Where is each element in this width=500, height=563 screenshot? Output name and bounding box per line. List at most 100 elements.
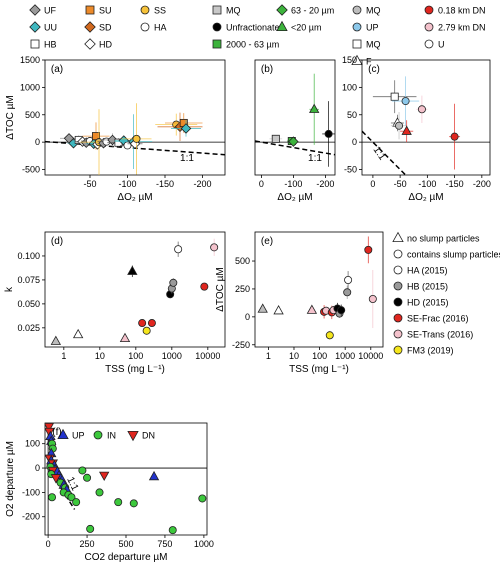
x-axis-label: ΔO₂ µM	[277, 192, 312, 203]
point-marker	[401, 97, 410, 106]
x-axis-label: CO2 departure µM	[84, 552, 167, 563]
one-to-one-label: 1:1	[180, 153, 194, 164]
chart-panel-b: 1:1 (b) 0 -100 -200 ΔO₂ µM	[254, 59, 336, 203]
legend-item: MQ	[212, 6, 241, 16]
x-tick-label: 10000	[195, 351, 220, 361]
legend-label: U	[438, 40, 445, 50]
y-tick-label: -500	[22, 165, 40, 175]
plot-area	[45, 103, 225, 175]
data-point	[67, 493, 76, 502]
legend-label: 2.79 km DN	[438, 23, 486, 33]
x-tick-label: 1000	[335, 351, 355, 361]
data-point	[95, 488, 104, 497]
legend-item: U	[424, 40, 445, 50]
data-point	[288, 136, 299, 147]
point-marker	[198, 494, 207, 503]
legend-item: HA (2015)	[393, 266, 448, 276]
y-tick-label: 50	[347, 110, 357, 120]
y-tick-label: -200	[22, 512, 40, 522]
x-tick-label: -200	[473, 179, 491, 189]
legend-item: 0.18 km DN	[424, 6, 486, 16]
legend-label: F	[366, 57, 372, 67]
point-marker	[168, 526, 177, 535]
point-marker	[450, 132, 459, 141]
point-marker	[390, 92, 399, 101]
x-tick-label: 1	[61, 351, 66, 361]
data-point	[138, 319, 147, 328]
data-point	[372, 80, 417, 114]
y-tick-label: 100	[342, 82, 357, 92]
point-marker	[174, 245, 183, 254]
plot-area	[257, 236, 377, 340]
legend-marker	[93, 430, 103, 440]
data-point	[148, 470, 160, 481]
legend-marker	[212, 22, 222, 32]
legend-marker	[84, 38, 96, 50]
plot-area	[362, 76, 490, 175]
point-marker	[257, 303, 268, 313]
panel-label: (c)	[368, 64, 380, 75]
legend-marker	[212, 39, 222, 49]
y-tick-label: 0	[35, 137, 40, 147]
data-point	[114, 498, 123, 507]
plot-frame	[361, 59, 491, 176]
data-point	[169, 278, 178, 288]
legend-item: HB (2015)	[393, 282, 448, 292]
legend-item: DN	[127, 431, 155, 442]
x-axis-label: TSS (mg L⁻¹)	[105, 364, 165, 375]
point-marker	[72, 328, 84, 339]
y-tick-label: -100	[22, 487, 40, 497]
data-point	[337, 304, 346, 316]
point-marker	[78, 466, 87, 475]
plot-frame	[44, 59, 226, 176]
data-point	[99, 471, 110, 482]
legend-label: HA	[154, 23, 167, 33]
data-point	[78, 466, 87, 475]
y-tick-label: 0	[352, 137, 357, 147]
point-marker	[343, 288, 352, 297]
data-point	[273, 305, 284, 315]
point-marker	[309, 103, 320, 113]
x-tick-label: 100	[128, 351, 143, 361]
plot-area	[45, 423, 207, 535]
y-tick-label: 1500	[20, 55, 40, 65]
point-marker	[129, 499, 138, 508]
legend-marker	[393, 249, 403, 259]
point-marker	[273, 305, 284, 315]
point-marker	[337, 306, 346, 315]
x-tick-label: 10	[289, 351, 299, 361]
legend-label: IN	[107, 431, 116, 441]
panel-label: (d)	[51, 236, 63, 247]
x-tick-label: 100	[312, 351, 327, 361]
y-tick-label: 0.075	[17, 275, 40, 285]
legend-label: 63 - 20 µm	[291, 6, 334, 16]
point-marker	[45, 427, 55, 438]
x-tick-label: -100	[118, 179, 136, 189]
chart-panel-a: 1:1 (a) -50 -100 -150 -200 -500 0 500 1000 1500 ΔO₂…	[5, 55, 226, 203]
x-tick-label: 1	[266, 351, 271, 361]
point-marker	[148, 470, 160, 481]
legend-label: HD (2015)	[407, 298, 449, 308]
data-point	[168, 526, 177, 535]
legend-item: SD	[84, 21, 112, 33]
legend-label: UP	[366, 23, 379, 33]
chart-panel-f: 1:1 (f) 0 250 500 750 1000 -200 -100 0 100 CO2 depa…	[5, 422, 214, 563]
legend-label: MQ	[226, 6, 241, 16]
data-point	[127, 138, 143, 150]
x-tick-label: -100	[418, 179, 436, 189]
y-tick-label: 500	[25, 110, 40, 120]
x-tick-label: -50	[83, 179, 96, 189]
data-point	[200, 282, 209, 291]
legend-label: SE-Trans (2016)	[407, 330, 473, 340]
legend-label: SS	[154, 6, 166, 16]
chart-panel-e: (e) 1 10 100 1000 10000 -250 0 250 500 TSS (mg L⁻¹…	[215, 231, 384, 375]
data-point	[400, 120, 414, 143]
x-tick-label: 0	[259, 179, 264, 189]
y-tick-label: -250	[232, 340, 250, 350]
point-marker	[107, 134, 118, 146]
y-tick-label: 0	[245, 312, 250, 322]
legend-label: UP	[72, 431, 85, 441]
legend-marker	[393, 329, 403, 339]
data-point	[45, 427, 55, 438]
legend-item: HA	[140, 23, 167, 33]
